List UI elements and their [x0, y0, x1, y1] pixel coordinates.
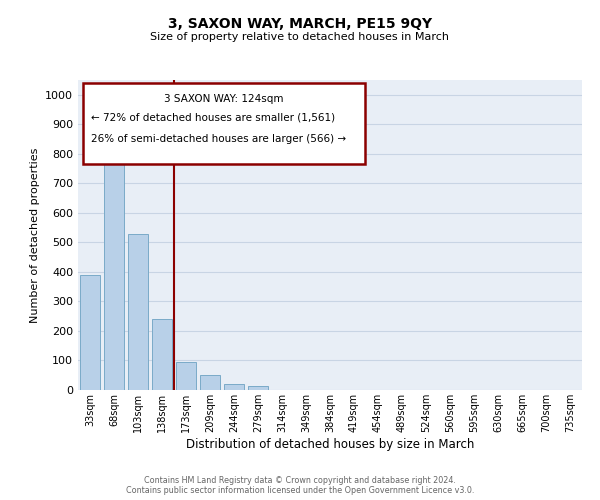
FancyBboxPatch shape — [83, 83, 365, 164]
Bar — [80, 275, 100, 390]
Text: 3 SAXON WAY: 124sqm: 3 SAXON WAY: 124sqm — [164, 94, 284, 104]
Bar — [128, 234, 148, 390]
Bar — [104, 145, 124, 390]
Text: ← 72% of detached houses are smaller (1,561): ← 72% of detached houses are smaller (1,… — [91, 112, 335, 122]
Bar — [152, 319, 172, 390]
Text: Contains HM Land Registry data © Crown copyright and database right 2024.
Contai: Contains HM Land Registry data © Crown c… — [126, 476, 474, 495]
Bar — [200, 374, 220, 390]
Text: Size of property relative to detached houses in March: Size of property relative to detached ho… — [151, 32, 449, 42]
Bar — [248, 386, 268, 390]
Text: 26% of semi-detached houses are larger (566) →: 26% of semi-detached houses are larger (… — [91, 134, 346, 144]
Bar — [176, 362, 196, 390]
Text: 3, SAXON WAY, MARCH, PE15 9QY: 3, SAXON WAY, MARCH, PE15 9QY — [168, 18, 432, 32]
Y-axis label: Number of detached properties: Number of detached properties — [29, 148, 40, 322]
X-axis label: Distribution of detached houses by size in March: Distribution of detached houses by size … — [186, 438, 474, 450]
Bar — [224, 384, 244, 390]
